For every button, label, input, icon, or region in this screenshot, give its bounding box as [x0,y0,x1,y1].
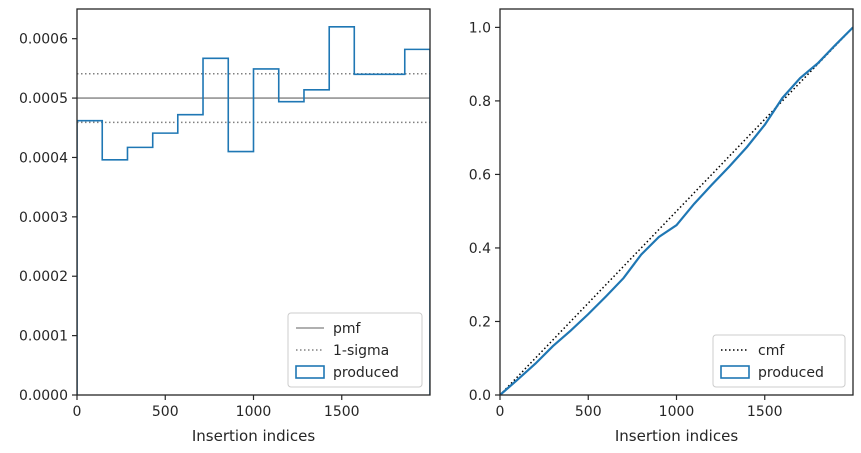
produced-histogram [77,26,430,395]
legend-swatch-produced [295,365,325,379]
legend-label: produced [758,365,824,381]
legend-label: produced [333,365,399,381]
x-axis-label: Insertion indices [192,427,315,445]
y-tick-label: 0.6 [469,167,491,183]
legend-label: 1-sigma [333,343,389,359]
x-tick-label: 0 [73,404,82,420]
data-layer [77,26,430,395]
y-tick-label: 1.0 [469,20,491,36]
x-tick-label: 500 [575,404,602,420]
x-tick-label: 1500 [324,404,360,420]
data-layer [500,26,853,395]
y-tick-label: 0.0 [469,388,491,404]
y-tick-label: 0.0002 [19,269,68,285]
x-tick-label: 1000 [659,404,695,420]
cumulative-panel: 0 500 1000 1500 0.0 0.2 0.4 0.6 0.8 1.0 Insertion … [469,8,854,445]
x-tick-label: 1000 [236,404,272,420]
y-tick-label: 0.8 [469,94,491,110]
y-tick-label: 0.0006 [19,32,68,48]
produced-cumulative-line [500,26,853,395]
legend: cmf produced [712,334,846,388]
legend-box [712,334,846,388]
y-tick-label: 0.0005 [19,91,68,107]
x-tick-label: 500 [152,404,179,420]
x-tick-label: 0 [496,404,505,420]
legend-swatch-produced [720,365,750,379]
y-tick-label: 0.0001 [19,329,68,345]
y-tick-label: 0.0000 [19,388,68,404]
x-axis-label: Insertion indices [615,427,738,445]
histogram-panel: 0 500 1000 1500 0.0000 0.0001 0.0002 0.0003 0.00… [19,8,431,445]
cmf-line [500,26,853,395]
legend-label: pmf [333,321,362,337]
legend: pmf 1-sigma produced [287,312,423,388]
x-tick-label: 1500 [747,404,783,420]
y-tick-label: 0.2 [469,314,491,330]
legend-label: cmf [758,343,785,359]
y-tick-label: 0.0003 [19,210,68,226]
y-tick-label: 0.0004 [19,150,68,166]
legend-box [287,312,423,388]
y-tick-label: 0.4 [469,241,491,257]
